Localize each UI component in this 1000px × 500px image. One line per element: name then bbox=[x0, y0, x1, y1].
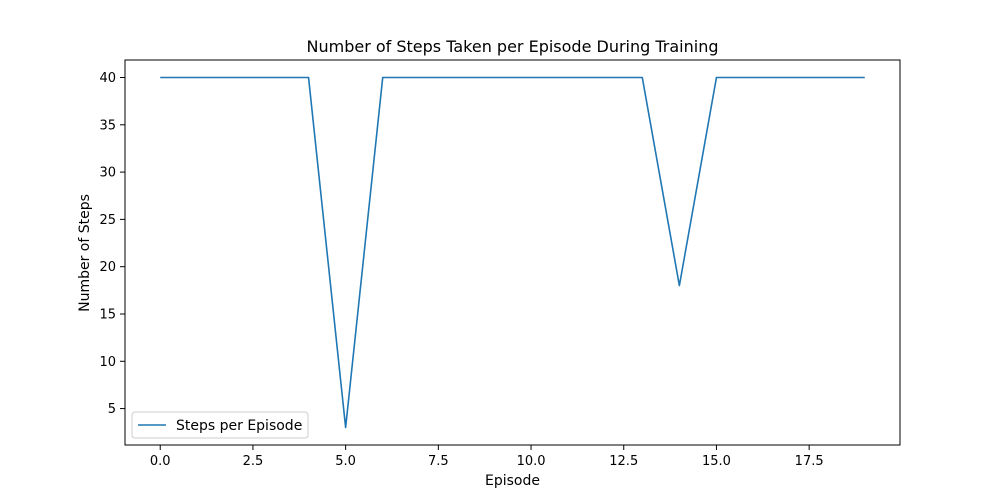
plot-frame bbox=[124, 59, 901, 446]
x-axis-label: Episode bbox=[485, 473, 540, 489]
x-tick-label: 10.0 bbox=[517, 454, 546, 469]
y-tick-label: 35 bbox=[99, 118, 116, 133]
y-tick-label: 5 bbox=[108, 402, 116, 417]
y-tick-label: 10 bbox=[99, 355, 116, 370]
y-tick-label: 40 bbox=[99, 71, 116, 86]
y-tick-label: 15 bbox=[99, 307, 116, 322]
y-axis-ticks: 5 10 15 20 25 30 35 40 bbox=[99, 71, 125, 417]
legend-label: Steps per Episode bbox=[176, 418, 302, 434]
x-tick-label: 0.0 bbox=[150, 454, 171, 469]
legend-box bbox=[131, 411, 309, 439]
x-axis-ticks: 0.0 2.5 5.0 7.5 10.0 12.5 15.0 17.5 bbox=[150, 445, 824, 469]
x-tick-label: 15.0 bbox=[702, 454, 731, 469]
x-tick-label: 2.5 bbox=[243, 454, 264, 469]
y-tick-label: 25 bbox=[99, 213, 116, 228]
y-axis-label: Number of Steps bbox=[77, 194, 93, 312]
legend: Steps per Episode bbox=[131, 411, 309, 439]
x-tick-label: 5.0 bbox=[335, 454, 356, 469]
series-line bbox=[160, 76, 865, 429]
x-tick-label: 17.5 bbox=[795, 454, 824, 469]
y-tick-label: 20 bbox=[99, 260, 116, 275]
x-tick-label: 7.5 bbox=[428, 454, 449, 469]
series-layer bbox=[160, 76, 865, 429]
y-tick-label: 30 bbox=[99, 166, 116, 181]
x-tick-label: 12.5 bbox=[609, 454, 638, 469]
chart-title: Number of Steps Taken per Episode During… bbox=[307, 37, 719, 56]
